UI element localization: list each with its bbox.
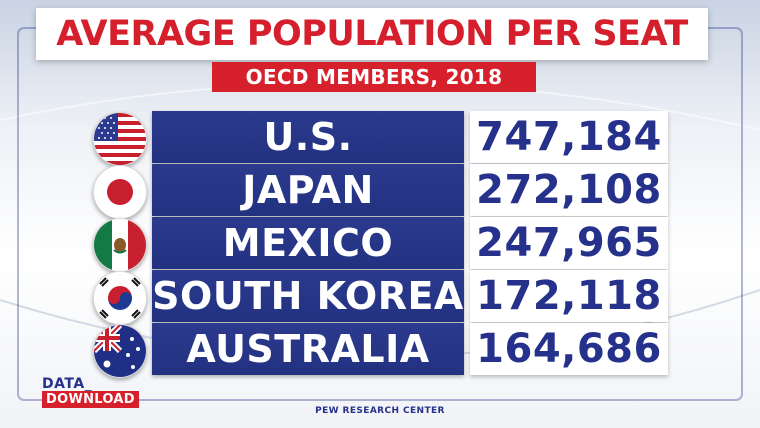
logo-line-1: DATA_ xyxy=(42,376,93,392)
country-label-box: JAPAN xyxy=(152,164,464,216)
title-banner: AVERAGE POPULATION PER SEAT xyxy=(36,8,708,60)
table-row: AUSTRALIA 164,686 xyxy=(0,323,760,378)
country-label-box: U.S. xyxy=(152,111,464,163)
country-label: JAPAN xyxy=(242,168,374,212)
table-row: U.S. 747,184 xyxy=(0,111,760,166)
us-flag-icon xyxy=(93,112,147,166)
logo-line-2: DOWNLOAD xyxy=(42,391,139,408)
country-label: U.S. xyxy=(263,115,353,159)
country-label-box: SOUTH KOREA xyxy=(152,270,464,322)
source-credit: PEW RESEARCH CENTER xyxy=(315,406,445,416)
value-box: 272,108 xyxy=(470,164,668,216)
table-row: JAPAN 272,108 xyxy=(0,164,760,219)
country-label-box: MEXICO xyxy=(152,217,464,269)
chart-subtitle: OECD MEMBERS, 2018 xyxy=(245,65,503,89)
mexico-flag-icon xyxy=(93,218,147,272)
country-label: MEXICO xyxy=(222,221,394,265)
value-box: 164,686 xyxy=(470,323,668,375)
south-korea-flag-icon xyxy=(93,271,147,325)
chart-title: AVERAGE POPULATION PER SEAT xyxy=(56,14,688,54)
data-label: 747,184 xyxy=(476,114,662,160)
table-row: SOUTH KOREA 172,118 xyxy=(0,270,760,325)
subtitle-banner: OECD MEMBERS, 2018 xyxy=(212,62,536,92)
value-box: 172,118 xyxy=(470,270,668,322)
value-box: 747,184 xyxy=(470,111,668,163)
country-label: AUSTRALIA xyxy=(186,327,430,371)
australia-flag-icon xyxy=(93,324,147,378)
country-label: SOUTH KOREA xyxy=(152,274,464,318)
data-label: 172,118 xyxy=(476,273,662,319)
data-label: 247,965 xyxy=(476,220,662,266)
value-box: 247,965 xyxy=(470,217,668,269)
japan-flag-icon xyxy=(93,165,147,219)
table-row: MEXICO 247,965 xyxy=(0,217,760,272)
data-label: 272,108 xyxy=(476,167,662,213)
country-label-box: AUSTRALIA xyxy=(152,323,464,375)
data-label: 164,686 xyxy=(476,326,662,372)
data-download-logo: DATA_ DOWNLOAD xyxy=(42,376,162,410)
